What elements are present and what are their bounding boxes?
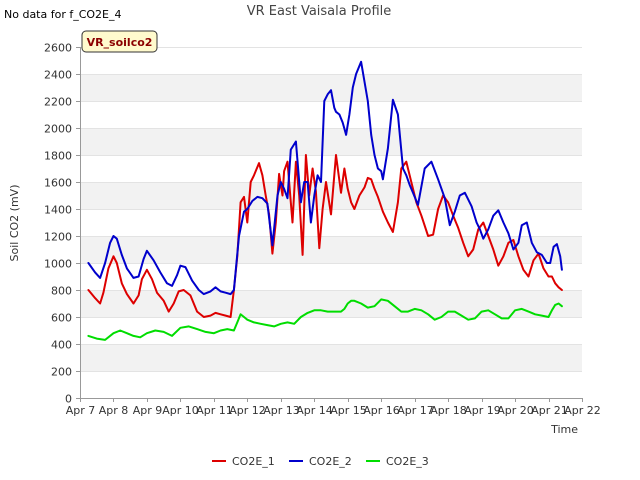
y-tick-label: 2600 [44,42,72,55]
y-tick-label: 2200 [44,96,72,109]
y-tick-label: 2400 [44,69,72,82]
plot-band [80,236,582,263]
x-tick-label: Apr 21 [531,404,568,417]
y-tick-label: 0 [65,393,72,406]
x-tick-label: Apr 9 [133,404,163,417]
site-badge-box [81,30,158,53]
y-tick-label: 400 [51,339,72,352]
y-axis-ticks: 0 200 400 600 800 1000 1200 1400 1600 1800 2000 220… [44,42,80,406]
x-tick-label: Apr 10 [162,404,199,417]
plot-band [80,290,582,317]
legend-label: CO2E_2 [309,455,352,468]
legend-item-co2e-1[interactable]: CO2E_1 [212,455,275,468]
x-tick-label: Apr 19 [464,404,501,417]
y-tick-label: 1800 [44,150,72,163]
series-line-co2e-3 [87,298,563,341]
legend-label: CO2E_3 [386,455,429,468]
x-tick-label: Apr 8 [99,404,129,417]
x-tick-label: Apr 11 [196,404,233,417]
plot-band [80,128,582,155]
legend: CO2E_1 CO2E_2 CO2E_3 [212,455,429,468]
site-badge: VR_soilco2 [81,30,158,53]
plot-background-bands [80,74,582,371]
y-tick-label: 800 [51,285,72,298]
x-tick-label: Apr 16 [363,404,400,417]
legend-label: CO2E_1 [232,455,275,468]
plot-band [80,74,582,101]
y-tick-label: 2000 [44,123,72,136]
site-badge-label: VR_soilco2 [87,36,153,49]
series-lines [87,60,563,341]
x-tick-label: Apr 7 [66,404,96,417]
x-tick-label: Apr 13 [263,404,300,417]
x-tick-label: Apr 20 [497,404,534,417]
y-tick-label: 1400 [44,204,72,217]
y-tick-label: 600 [51,312,72,325]
x-tick-label: Apr 22 [564,404,601,417]
x-tick-label: Apr 14 [296,404,333,417]
chart-title: VR East Vaisala Profile [247,4,392,19]
y-axis-label: Soil CO2 (mV) [8,185,21,262]
x-tick-label: Apr 12 [229,404,266,417]
x-tick-label: Apr 15 [330,404,367,417]
legend-item-co2e-3[interactable]: CO2E_3 [366,455,429,468]
x-axis-label: Time [550,423,578,436]
y-tick-label: 200 [51,366,72,379]
plot-band [80,344,582,371]
series-line-co2e-2 [87,60,563,296]
nodata-note: No data for f_CO2E_4 [4,8,122,21]
y-tick-label: 1000 [44,258,72,271]
x-tick-label: Apr 18 [430,404,467,417]
y-tick-label: 1200 [44,231,72,244]
legend-item-co2e-2[interactable]: CO2E_2 [289,455,352,468]
x-tick-label: Apr 17 [397,404,434,417]
y-tick-label: 1600 [44,177,72,190]
